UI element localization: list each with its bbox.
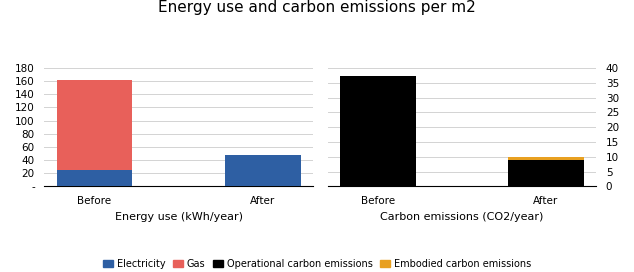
X-axis label: Energy use (kWh/year): Energy use (kWh/year): [115, 212, 243, 222]
Bar: [225, 156, 301, 186]
Legend: Electricity, Gas, Operational carbon emissions, Embodied carbon emissions: Electricity, Gas, Operational carbon emi…: [99, 255, 535, 272]
Text: Energy use and carbon emissions per m2: Energy use and carbon emissions per m2: [158, 0, 476, 15]
Bar: [508, 160, 584, 186]
Bar: [508, 157, 584, 160]
Bar: [56, 170, 133, 186]
Bar: [340, 76, 416, 186]
Bar: [56, 80, 133, 170]
X-axis label: Carbon emissions (CO2/year): Carbon emissions (CO2/year): [380, 212, 543, 222]
